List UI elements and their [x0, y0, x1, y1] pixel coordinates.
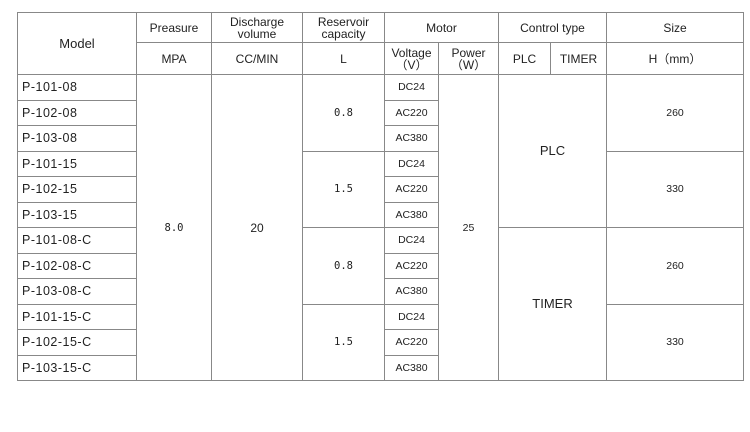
model-cell: P-101-08 — [17, 74, 137, 101]
voltage-cell: AC380 — [384, 125, 439, 152]
model-cell: P-101-08-C — [17, 227, 137, 254]
header-size-unit: H（mm） — [606, 42, 744, 75]
model-cell: P-103-15-C — [17, 354, 137, 381]
voltage-cell: AC380 — [384, 354, 439, 381]
voltage-cell: DC24 — [384, 303, 439, 330]
voltage-cell: AC220 — [384, 176, 439, 203]
pressure-cell: 8.0 — [136, 74, 212, 381]
header-power: Power（W） — [438, 42, 499, 75]
table-row: P-102-15 AC220 — [17, 176, 744, 203]
header-motor: Motor — [384, 12, 499, 43]
header-timer: TIMER — [550, 42, 607, 75]
voltage-cell: AC220 — [384, 252, 439, 279]
model-cell: P-102-08-C — [17, 252, 137, 279]
table-row: P-101-15-C 1.5 DC24 330 — [17, 303, 744, 381]
model-cell: P-102-08 — [17, 99, 137, 126]
size-cell: 260 — [606, 227, 744, 305]
reservoir-cell: 1.5 — [302, 150, 385, 228]
model-cell: P-101-15-C — [17, 303, 137, 330]
voltage-cell: DC24 — [384, 150, 439, 177]
table-row: P-101-15 1.5 DC24 330 — [17, 150, 744, 228]
voltage-cell: AC220 — [384, 329, 439, 356]
reservoir-cell: 0.8 — [302, 227, 385, 305]
table-row: P-101-08 8.0 20 0.8 DC24 25 PLC 260 — [17, 74, 744, 381]
model-cell: P-101-15 — [17, 150, 137, 177]
voltage-cell: DC24 — [384, 227, 439, 254]
header-reservoir: Reservoir capacity — [302, 12, 385, 43]
model-cell: P-102-15 — [17, 176, 137, 203]
size-cell: 330 — [606, 303, 744, 381]
model-cell: P-102-15-C — [17, 329, 137, 356]
control-cell: TIMER — [498, 227, 607, 381]
voltage-cell: AC380 — [384, 201, 439, 228]
reservoir-cell: 1.5 — [302, 303, 385, 381]
header-voltage: Voltage（V） — [384, 42, 439, 75]
header-model: Model — [17, 12, 137, 75]
table-row: P-102-08-C AC220 — [17, 252, 744, 279]
size-cell: 330 — [606, 150, 744, 228]
size-cell: 260 — [606, 74, 744, 152]
reservoir-cell: 0.8 — [302, 74, 385, 152]
discharge-cell: 20 — [211, 74, 303, 381]
power-cell: 25 — [438, 74, 499, 381]
header-size: Size — [606, 12, 744, 43]
voltage-cell: DC24 — [384, 74, 439, 101]
voltage-cell: AC220 — [384, 99, 439, 126]
header-pressure-unit: MPA — [136, 42, 212, 75]
model-cell: P-103-08 — [17, 125, 137, 152]
header-reservoir-unit: L — [302, 42, 385, 75]
spec-table: Model Preasure Discharge volume Reservoi… — [17, 12, 744, 381]
header-discharge-unit: CC/MIN — [211, 42, 303, 75]
table-row: P-103-15-C AC380 — [17, 354, 744, 381]
voltage-cell: AC380 — [384, 278, 439, 305]
header-control: Control type — [498, 12, 607, 43]
model-cell: P-103-08-C — [17, 278, 137, 305]
table-row: P-101-08-C 0.8 DC24 TIMER 260 — [17, 227, 744, 381]
header-discharge: Discharge volume — [211, 12, 303, 43]
header-plc: PLC — [498, 42, 551, 75]
header-pressure: Preasure — [136, 12, 212, 43]
control-cell: PLC — [498, 74, 607, 228]
table-row: P-102-08 AC220 — [17, 99, 744, 126]
model-cell: P-103-15 — [17, 201, 137, 228]
